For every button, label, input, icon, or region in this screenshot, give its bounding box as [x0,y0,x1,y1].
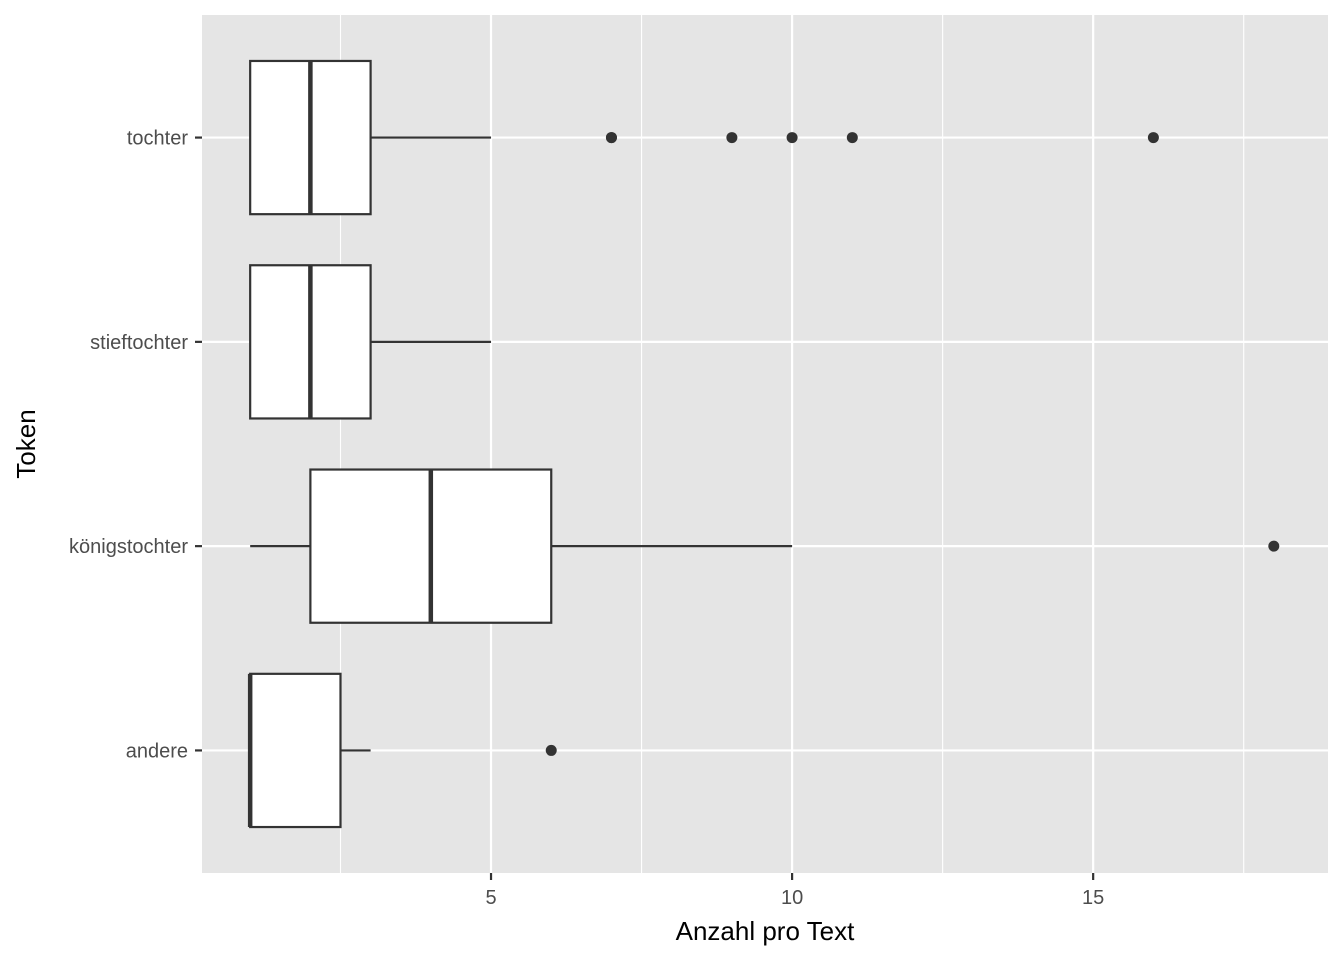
outlier-point [545,744,557,756]
x-tick-label: 5 [485,887,496,909]
outlier-point [1268,540,1280,552]
outlier-point [846,132,858,144]
box-königstochter [250,468,1280,624]
y-tick-label: tochter [127,128,188,150]
outlier-point [726,132,738,144]
plot-panel [202,15,1328,873]
box-andere [247,672,557,829]
y-tick-label: andere [126,740,188,762]
y-tick-label: königstochter [69,536,188,558]
box-stieftochter [249,264,492,420]
x-tick-label: 10 [781,887,803,909]
y-axis-title: Token [11,409,41,478]
boxes [247,59,1280,829]
iqr-box [249,672,342,829]
x-axis: 5 10 15 [485,873,1104,909]
y-axis: andere königstochter stieftochter tochter [69,128,202,762]
y-tick-label: stieftochter [90,332,188,354]
x-tick-label: 15 [1082,887,1104,909]
outlier-point [605,132,617,144]
x-axis-title: Anzahl pro Text [676,916,856,946]
box-tochter [249,59,1159,216]
outlier-point [786,132,798,144]
outlier-point [1147,132,1159,144]
